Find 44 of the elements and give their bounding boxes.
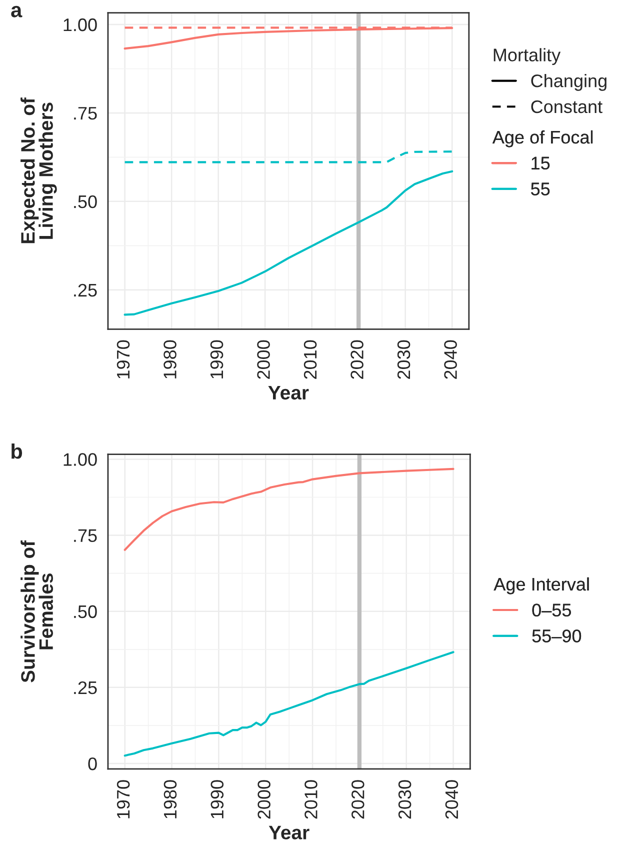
text: Mortality	[494, 48, 561, 65]
chart-title: b	[12, 444, 22, 459]
x-tick-label: 1980	[164, 780, 177, 818]
x-tick-label: 1970	[116, 780, 130, 818]
line-series	[124, 468, 454, 551]
y-tick-label: 1.00	[64, 453, 97, 466]
text: 15	[532, 156, 550, 170]
legend-label: 55–90	[532, 630, 582, 642]
text: Constant	[531, 100, 602, 114]
y-tick-label: .50	[74, 195, 97, 208]
x-tick-label: 2030	[398, 780, 412, 819]
x-tick-label: 1980	[164, 340, 176, 378]
text: Age Interval	[494, 577, 589, 594]
y-tick-label: 0	[88, 757, 97, 770]
chart-title: a	[11, 6, 22, 18]
text: 55	[531, 182, 550, 196]
y-axis-title: Expected No. of Living Mothers	[20, 97, 57, 244]
x-tick-label: 2000	[258, 780, 270, 819]
text: Changing	[531, 74, 606, 91]
x-tick-label: 2040	[445, 780, 458, 819]
y-tick-label: .75	[74, 529, 97, 542]
x-axis-title: Year	[268, 826, 310, 840]
x-tick-label: 2010	[304, 780, 318, 819]
x-tick-label: 2010	[304, 340, 317, 379]
x-tick-label: 1970	[116, 340, 130, 378]
line-series	[124, 170, 454, 316]
y-tick-label: 1.00	[64, 18, 97, 32]
x-tick-label: 1990	[210, 780, 224, 818]
x-tick-label: 2030	[397, 340, 410, 379]
y-tick-label: .75	[74, 107, 97, 120]
x-tick-label: 2020	[350, 340, 364, 379]
x-tick-label: 1990	[210, 340, 224, 378]
y-axis-title: Survivorship of Females	[20, 540, 54, 682]
y-tick-label: .25	[74, 681, 97, 694]
y-tick-label: .25	[74, 284, 97, 297]
x-tick-label: 2020	[351, 780, 364, 819]
line-series	[124, 651, 454, 757]
x-tick-label: 2000	[257, 340, 270, 379]
y-tick-label: .50	[74, 605, 97, 618]
x-tick-label: 2040	[444, 340, 457, 379]
text: Age of Focal	[492, 130, 593, 148]
line-series	[124, 150, 454, 164]
legend-label: 0–55	[532, 604, 571, 617]
x-axis-title: Year	[268, 386, 309, 400]
